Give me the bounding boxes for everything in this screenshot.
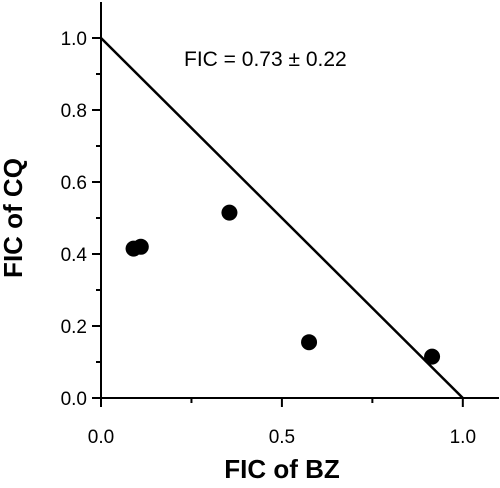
data-point <box>221 204 238 221</box>
tick-labels: 0.0 0.2 0.4 0.6 0.8 1.0 0.0 0.5 1.0 <box>61 29 476 448</box>
y-tick-label: 0.6 <box>61 173 87 194</box>
y-tick-label: 0.0 <box>61 389 87 410</box>
data-points <box>125 204 441 365</box>
fic-annotation: FIC = 0.73 ± 0.22 <box>184 48 347 71</box>
y-tick-label: 0.2 <box>61 317 87 338</box>
y-tick-label: 0.4 <box>61 245 88 266</box>
axes <box>92 2 499 407</box>
x-axis-title: FIC of BZ <box>224 454 340 484</box>
y-tick-label: 1.0 <box>61 29 87 50</box>
x-tick-label: 1.0 <box>450 427 476 448</box>
y-tick-label: 0.8 <box>61 101 87 122</box>
x-tick-label: 0.0 <box>88 427 114 448</box>
y-axis-title: FIC of CQ <box>0 158 28 278</box>
data-point <box>132 238 149 255</box>
data-point <box>424 348 441 365</box>
data-point <box>301 334 318 351</box>
additivity-reference-line <box>100 37 464 399</box>
x-tick-label: 0.5 <box>269 427 295 448</box>
